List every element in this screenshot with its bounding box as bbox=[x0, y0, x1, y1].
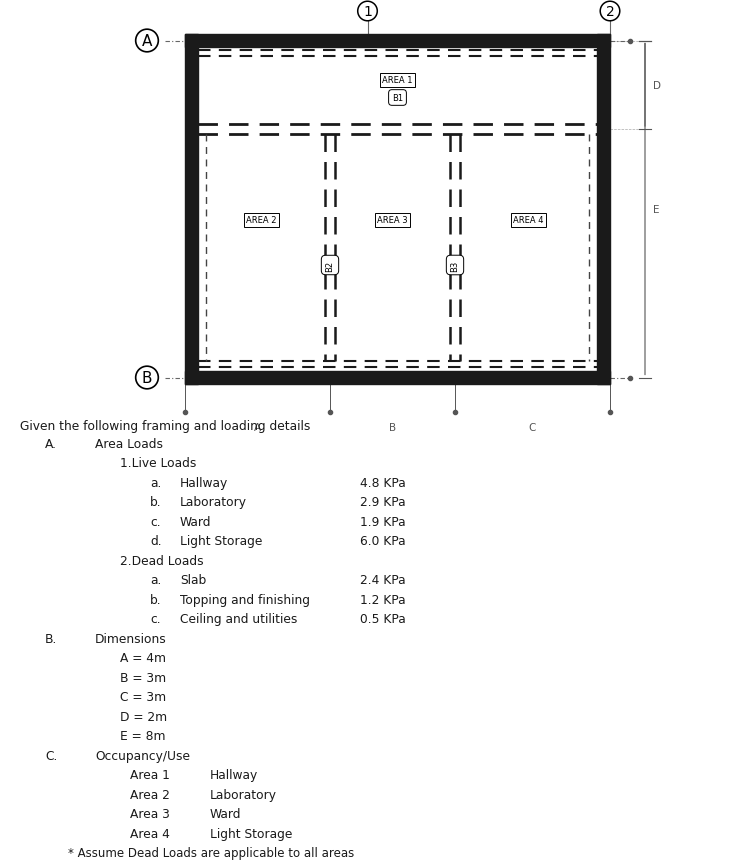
Text: c.: c. bbox=[150, 612, 161, 625]
Text: c.: c. bbox=[150, 515, 161, 528]
Text: B3: B3 bbox=[451, 260, 460, 271]
Text: Occupancy/Use: Occupancy/Use bbox=[95, 749, 190, 762]
Text: C: C bbox=[528, 423, 536, 432]
Text: Light Storage: Light Storage bbox=[180, 535, 263, 548]
Text: B1: B1 bbox=[392, 94, 403, 102]
Text: C = 3m: C = 3m bbox=[120, 691, 166, 703]
Text: Hallway: Hallway bbox=[180, 476, 228, 489]
Text: a.: a. bbox=[150, 476, 162, 489]
Bar bbox=[185, 35, 198, 385]
Text: 1.Live Loads: 1.Live Loads bbox=[120, 456, 196, 469]
Text: Area 2: Area 2 bbox=[130, 788, 170, 801]
Text: Laboratory: Laboratory bbox=[180, 495, 247, 509]
Text: Area Loads: Area Loads bbox=[95, 437, 163, 450]
Text: D = 2m: D = 2m bbox=[120, 709, 167, 722]
Text: Ceiling and utilities: Ceiling and utilities bbox=[180, 612, 297, 625]
Text: B = 3m: B = 3m bbox=[120, 671, 166, 684]
Text: B: B bbox=[389, 423, 396, 432]
Text: 1.9 KPa: 1.9 KPa bbox=[360, 515, 405, 528]
Text: 2.9 KPa: 2.9 KPa bbox=[360, 495, 405, 509]
Text: D: D bbox=[653, 81, 661, 90]
Text: AREA 3: AREA 3 bbox=[378, 216, 408, 226]
Text: Light Storage: Light Storage bbox=[210, 827, 292, 839]
Text: 4.8 KPa: 4.8 KPa bbox=[360, 476, 405, 489]
Text: AREA 2: AREA 2 bbox=[246, 216, 277, 226]
Text: Area 1: Area 1 bbox=[130, 768, 170, 781]
Text: 1: 1 bbox=[363, 5, 372, 19]
Text: * Assume Dead Loads are applicable to all areas: * Assume Dead Loads are applicable to al… bbox=[68, 846, 354, 859]
Text: Ward: Ward bbox=[210, 807, 242, 820]
Text: A.: A. bbox=[45, 437, 57, 450]
Text: A = 4m: A = 4m bbox=[120, 651, 166, 665]
Text: Slab: Slab bbox=[180, 573, 206, 586]
Text: A: A bbox=[254, 423, 261, 432]
Text: Area 3: Area 3 bbox=[130, 807, 170, 820]
Text: 6.0 KPa: 6.0 KPa bbox=[360, 535, 405, 548]
Bar bbox=[185, 372, 610, 385]
Text: AREA 1: AREA 1 bbox=[382, 76, 413, 85]
Text: Ward: Ward bbox=[180, 515, 211, 528]
Bar bbox=[185, 35, 610, 48]
Text: b.: b. bbox=[150, 593, 162, 606]
Text: B: B bbox=[142, 370, 153, 386]
Text: Laboratory: Laboratory bbox=[210, 788, 277, 801]
Bar bbox=[597, 35, 610, 385]
Text: Topping and finishing: Topping and finishing bbox=[180, 593, 310, 606]
Text: 2: 2 bbox=[606, 5, 615, 19]
Text: b.: b. bbox=[150, 495, 162, 509]
Text: A: A bbox=[142, 34, 153, 49]
Text: C.: C. bbox=[45, 749, 57, 762]
Text: 2.Dead Loads: 2.Dead Loads bbox=[120, 554, 204, 567]
Text: AREA 4: AREA 4 bbox=[513, 216, 544, 226]
Text: Area 4: Area 4 bbox=[130, 827, 170, 839]
Text: B2: B2 bbox=[325, 260, 334, 271]
Text: E: E bbox=[653, 205, 660, 214]
Text: B.: B. bbox=[45, 632, 57, 645]
Text: 2.4 KPa: 2.4 KPa bbox=[360, 573, 405, 586]
Text: 0.5 KPa: 0.5 KPa bbox=[360, 612, 405, 625]
Text: Hallway: Hallway bbox=[210, 768, 258, 781]
Text: Dimensions: Dimensions bbox=[95, 632, 167, 645]
Text: a.: a. bbox=[150, 573, 162, 586]
Text: E = 8m: E = 8m bbox=[120, 729, 165, 742]
Text: 1.2 KPa: 1.2 KPa bbox=[360, 593, 405, 606]
Text: Given the following framing and loading details: Given the following framing and loading … bbox=[20, 419, 310, 432]
Text: d.: d. bbox=[150, 535, 162, 548]
